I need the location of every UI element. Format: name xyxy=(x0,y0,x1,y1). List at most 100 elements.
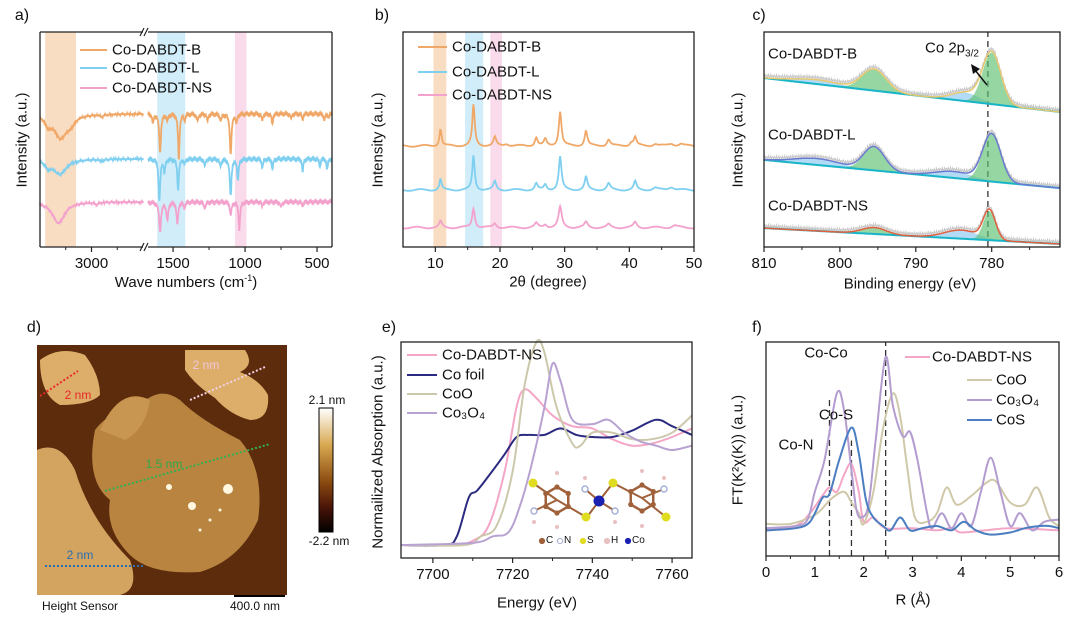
nitrogen-atom xyxy=(660,485,668,493)
molecule-legend-label: C xyxy=(546,535,554,546)
series-co-dabdt-l-envelope xyxy=(764,132,1061,189)
molecule-structure-inset xyxy=(528,469,671,545)
c-label-l: Co-DABDT-L xyxy=(768,126,856,144)
afm-bright-particles xyxy=(166,484,233,532)
series-co-dabdt-b-line xyxy=(402,104,695,148)
afm-flake-center xyxy=(92,393,260,573)
legend-label: Co-DABDT-NS xyxy=(932,348,1033,366)
b-xlabel: 2θ (degree) xyxy=(509,273,587,291)
afm-flake-topright xyxy=(185,350,269,420)
x-tick-label: 50 xyxy=(686,255,703,272)
f-ylabel: FT(K²χ(K)) (a.u.) xyxy=(729,394,747,506)
molecule-legend-label: S xyxy=(587,535,594,546)
plot-frame xyxy=(402,31,695,248)
series-co-dabdt-ns-envelope xyxy=(764,208,1060,245)
f-xlabel: R (Å) xyxy=(895,591,931,609)
afm-line-pink xyxy=(189,366,266,401)
c-xlabel: Binding energy (eV) xyxy=(843,275,977,293)
b-ylabel: Intensity (a.u.) xyxy=(369,92,387,188)
legend-label: Co-DABDT-NS xyxy=(452,86,553,104)
plot-frame xyxy=(400,341,693,559)
x-tick-label: 500 xyxy=(305,255,330,272)
chart-f: 0 1 2 3 4 5 6 xyxy=(762,341,1063,581)
fit-component-peak xyxy=(764,134,1060,189)
x-tick-label: 4 xyxy=(957,564,965,581)
sulfur-atom xyxy=(581,512,591,522)
molecule-legend-dot xyxy=(603,537,611,545)
afm-measure-pink: 2 nm xyxy=(192,358,220,372)
series-co-dabdt-l-raw-data xyxy=(763,128,1061,190)
series-coo-line xyxy=(765,392,1060,527)
series-co-dabdt-b-line xyxy=(147,109,333,160)
series-co-foil-line xyxy=(400,418,693,547)
c-label-ns: Co-DABDT-NS xyxy=(768,197,869,215)
a-xlabel: Wave numbers (cm-1) xyxy=(114,273,258,291)
x-tick-label: 1000 xyxy=(228,255,261,272)
series-co-o--line xyxy=(765,355,1060,532)
chart-b: 10 20 30 40 50 xyxy=(402,31,703,272)
x-tick-label: 810 xyxy=(751,255,776,272)
x-tick-label: 780 xyxy=(979,255,1004,272)
x-tick-label: 7740 xyxy=(576,566,609,583)
x-tick-label: 6 xyxy=(1055,564,1063,581)
afm-line-red xyxy=(39,370,79,397)
afm-measure-blue: 2 nm xyxy=(66,548,94,562)
c-annotation-co2p: Co 2p3/2 xyxy=(925,39,979,60)
legend-label: Co₃O₄ xyxy=(442,404,486,422)
legend-label: Co₃O₄ xyxy=(996,391,1040,409)
series-co-dabdt-ns-raw-data xyxy=(763,205,1061,246)
series-co-dabdt-ns-line xyxy=(765,462,1060,534)
sulfur-atom xyxy=(608,478,618,488)
hydrogen-atom xyxy=(583,476,587,480)
molecule-legend-label: H xyxy=(611,535,619,546)
nitrogen-atom xyxy=(581,485,589,493)
fit-component-peak xyxy=(764,211,1060,244)
afm-measure-red: 2 nm xyxy=(64,388,92,402)
x-tick-label: 3 xyxy=(908,564,916,581)
legend-label: CoO xyxy=(996,371,1027,389)
legend-label: Co-DABDT-B xyxy=(452,38,542,56)
hydrogen-atom xyxy=(613,520,617,524)
afm-flake-upper-mid xyxy=(100,396,150,440)
sulfur-atom xyxy=(661,512,671,522)
panel-label-a: a) xyxy=(14,7,30,24)
arrow-icon xyxy=(971,64,988,86)
molecule-legend-dot xyxy=(556,537,564,545)
x-tick-label: 7700 xyxy=(416,566,449,583)
afm-flake-topleft xyxy=(40,351,100,405)
sulfur-atom xyxy=(528,478,538,488)
molecule-legend-label: N xyxy=(564,535,572,546)
afm-colorbar xyxy=(318,407,334,533)
afm-measure-green: 1.5 nm xyxy=(145,457,183,471)
axis-break-mark xyxy=(139,27,145,37)
series-co-dabdt-l-line xyxy=(39,155,144,178)
hydrogen-atom xyxy=(662,476,666,480)
series-co-dabdt-l-line xyxy=(402,155,694,192)
chart-a: 3000 1500 1000 500 xyxy=(39,27,333,272)
afm-line-green xyxy=(104,443,271,492)
nitrogen-atom xyxy=(530,507,538,515)
panel-label-f: f) xyxy=(752,319,762,336)
plot-frame xyxy=(763,31,1061,248)
hydrogen-atom xyxy=(640,469,644,473)
panel-label-e: e) xyxy=(381,319,397,336)
legend-label: Co-DABDT-NS xyxy=(112,79,213,97)
x-tick-label: 1 xyxy=(811,564,819,581)
x-tick-label: 0 xyxy=(762,564,770,581)
legend-label: Co foil xyxy=(442,366,485,384)
hydrogen-atom xyxy=(532,520,536,524)
x-tick-label: 30 xyxy=(556,255,573,272)
afm-scale-label: 400.0 nm xyxy=(230,599,281,613)
chart-e: 7700 7720 7740 7760 xyxy=(400,338,693,583)
fit-component-peak xyxy=(764,158,1060,189)
series-co-dabdt-b-envelope xyxy=(763,50,1061,113)
e-xlabel: Energy (eV) xyxy=(496,594,578,612)
c-ylabel: Intensity (a.u.) xyxy=(729,92,747,188)
axis-break-mark xyxy=(139,242,145,252)
cobalt-atom xyxy=(593,495,605,507)
series-co-o--line xyxy=(400,361,693,547)
afm-colorbar-min: -2.2 nm xyxy=(308,534,350,548)
legend-label: Co-DABDT-NS xyxy=(442,346,543,364)
f-annotation-co-s: Co-S xyxy=(818,406,854,424)
legend-label: CoO xyxy=(442,385,473,403)
